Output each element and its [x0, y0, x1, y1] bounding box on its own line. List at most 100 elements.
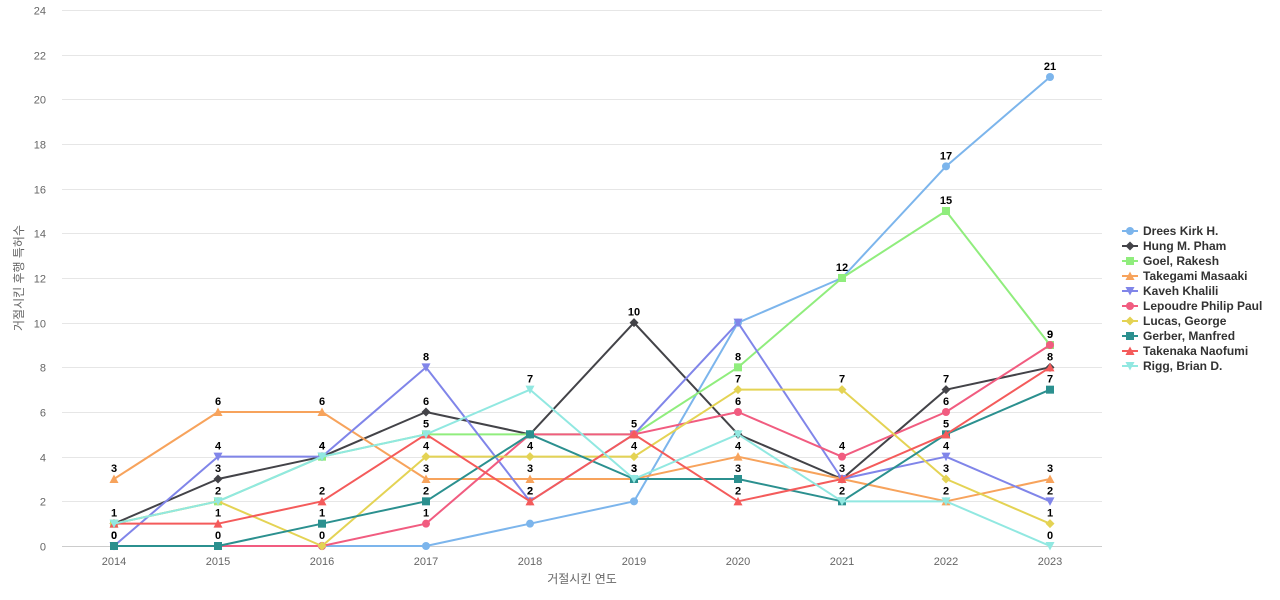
- legend-item[interactable]: Takegami Masaaki: [1122, 269, 1248, 283]
- data-point: [1045, 474, 1055, 483]
- data-point: [526, 519, 534, 528]
- data-label: 9: [1047, 329, 1053, 341]
- legend-item[interactable]: Gerber, Manfred: [1122, 329, 1235, 343]
- data-label: 5: [943, 418, 949, 430]
- data-label: 2: [215, 485, 221, 497]
- legend-marker: [1125, 241, 1135, 251]
- data-point: [942, 408, 950, 416]
- legend-label: Gerber, Manfred: [1143, 329, 1235, 343]
- data-point: [421, 363, 431, 372]
- x-tick-label: 2015: [206, 556, 230, 568]
- data-point: [110, 542, 118, 550]
- data-label: 5: [423, 418, 429, 430]
- x-axis-ticks: 2014 2015 2016 2017 2018 2019 2020 2021 2022 2023: [102, 556, 1062, 568]
- data-point: [1045, 542, 1055, 551]
- x-tick-label: 2019: [622, 556, 646, 568]
- data-point: [838, 274, 846, 282]
- legend-marker: [1126, 332, 1134, 340]
- data-point: [941, 385, 951, 395]
- data-point: [1046, 73, 1054, 81]
- series-line: [114, 366, 1051, 525]
- data-label: 7: [527, 374, 533, 386]
- data-label: 4: [215, 441, 222, 453]
- data-label: 7: [839, 374, 845, 386]
- data-point: [213, 519, 223, 528]
- series-line: [113, 411, 1051, 503]
- data-point: [109, 474, 119, 483]
- data-point: [526, 430, 534, 439]
- data-point: [733, 452, 743, 461]
- data-label: 7: [943, 374, 949, 386]
- legend-marker: [1126, 257, 1134, 265]
- data-label: 3: [631, 463, 637, 475]
- data-label: 1: [319, 508, 325, 520]
- data-point: [525, 452, 535, 462]
- data-label: 8: [423, 351, 429, 363]
- legend-item[interactable]: Takenaka Naofumi: [1122, 344, 1248, 358]
- data-label: 8: [735, 351, 741, 363]
- legend-item[interactable]: Hung M. Pham: [1122, 239, 1226, 253]
- data-label: 2: [735, 485, 741, 497]
- data-label: 4: [319, 441, 326, 453]
- data-label: 4: [527, 441, 534, 453]
- data-point: [422, 497, 430, 506]
- data-point: [213, 452, 223, 462]
- y-tick-label: 8: [40, 363, 46, 375]
- data-point: [734, 408, 742, 416]
- legend-item[interactable]: Drees Kirk H.: [1122, 224, 1218, 238]
- data-point: [734, 475, 742, 483]
- data-label: 3: [111, 463, 117, 475]
- data-label: 6: [215, 396, 221, 408]
- x-tick-label: 2018: [518, 556, 542, 568]
- data-point: [629, 318, 639, 328]
- x-tick-label: 2020: [726, 556, 750, 568]
- data-label: 4: [735, 441, 742, 453]
- data-label: 2: [319, 485, 325, 497]
- data-point: [317, 407, 327, 416]
- data-label: 0: [111, 530, 117, 542]
- legend-marker: [1125, 346, 1135, 355]
- legend-marker: [1125, 287, 1135, 296]
- data-label: 0: [1047, 530, 1053, 542]
- data-point: [1045, 519, 1055, 529]
- legend-label: Kaveh Khalili: [1143, 284, 1218, 298]
- data-label: 0: [215, 530, 221, 542]
- x-axis-title: 거절시킨 연도: [547, 572, 617, 586]
- data-point: [1045, 362, 1055, 372]
- data-label: 4: [839, 441, 846, 453]
- legend-label: Goel, Rakesh: [1143, 254, 1219, 268]
- legend-item[interactable]: Goel, Rakesh: [1122, 254, 1219, 268]
- data-label: 12: [836, 262, 848, 274]
- y-tick-label: 14: [34, 229, 46, 241]
- data-point: [214, 542, 222, 550]
- data-label: 17: [940, 150, 952, 162]
- legend-label: Takegami Masaaki: [1143, 269, 1248, 283]
- legend-item[interactable]: Lucas, George: [1122, 314, 1227, 328]
- data-label: 1: [111, 508, 117, 520]
- data-label: 2: [943, 485, 949, 497]
- data-point: [422, 519, 430, 528]
- series-line: [114, 388, 1051, 547]
- data-point: [838, 452, 846, 461]
- data-label: 8: [1047, 351, 1053, 363]
- data-point: [630, 497, 638, 506]
- data-label: 4: [423, 441, 430, 453]
- data-point: [629, 429, 639, 439]
- data-label: 3: [1047, 463, 1053, 475]
- data-point: [837, 474, 847, 483]
- data-label: 3: [215, 463, 221, 475]
- data-point: [629, 475, 639, 484]
- data-point: [421, 474, 431, 483]
- legend-item[interactable]: Kaveh Khalili: [1122, 284, 1218, 298]
- y-tick-label: 20: [34, 95, 46, 107]
- data-point: [109, 519, 119, 529]
- legend-item[interactable]: Lepoudre Philip Paul: [1122, 299, 1262, 313]
- data-point: [318, 519, 326, 528]
- data-label: 3: [527, 463, 533, 475]
- data-point: [317, 452, 327, 462]
- data-label: 3: [423, 463, 429, 475]
- legend-item[interactable]: Rigg, Brian D.: [1122, 359, 1222, 373]
- legend-label: Rigg, Brian D.: [1143, 359, 1222, 373]
